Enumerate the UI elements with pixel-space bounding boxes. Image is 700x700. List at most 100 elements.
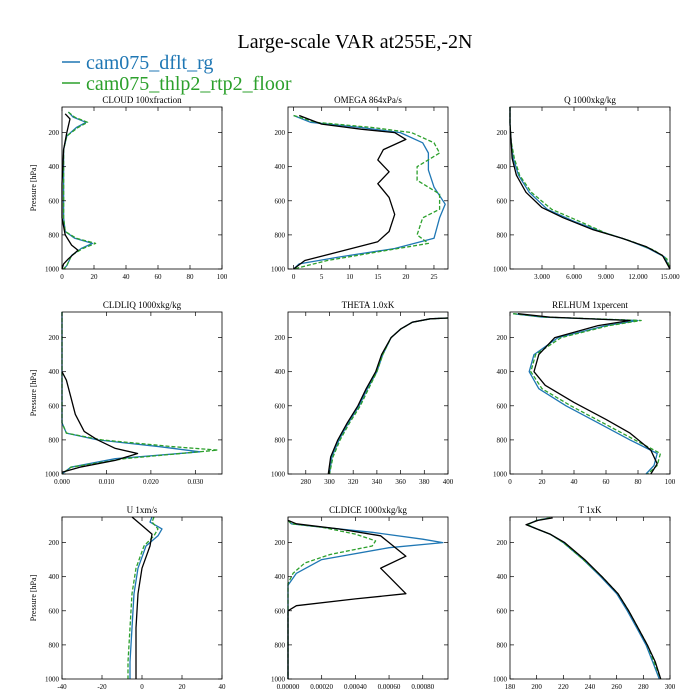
panel-frame [287, 311, 449, 475]
panel-title: T 1xK [578, 505, 602, 515]
series-line-reference [61, 113, 79, 270]
x-tick-label: 100 [665, 478, 676, 486]
panel-frame [61, 516, 223, 680]
y-tick-label: 600 [275, 197, 286, 205]
x-tick-label: 240 [585, 683, 596, 691]
y-tick-label: 600 [497, 607, 508, 615]
series-group [293, 114, 446, 270]
y-tick-label: 400 [497, 573, 508, 581]
y-tick-label: 800 [275, 231, 286, 239]
series-line-reference [525, 517, 662, 680]
y-tick-label: 400 [49, 163, 60, 171]
x-tick-label: 0 [508, 478, 512, 486]
x-tick-label: 0 [292, 273, 296, 281]
x-tick-label: 20 [539, 478, 547, 486]
y-tick-label: 800 [49, 436, 60, 444]
panel-cldice: CLDICE 1000xkg/kg 0.00000 0.00020 0.00040 0.… [271, 505, 449, 691]
x-tick-label: 40 [219, 683, 227, 691]
x-tick-label: 40 [571, 478, 579, 486]
x-tick-label: 0.00060 [378, 683, 401, 691]
panel-frame [509, 106, 671, 270]
x-tick-label: 0.00080 [411, 683, 434, 691]
series-line-reference [287, 519, 407, 679]
x-tick-label: 0.010 [99, 478, 115, 486]
y-tick-label: 1000 [45, 676, 60, 684]
x-tick-label: 100 [217, 273, 228, 281]
series-line-cam075-thlp2-rtp2-floor [328, 317, 449, 475]
series-group [513, 313, 662, 475]
x-tick-label: 6.000 [566, 273, 582, 281]
x-tick-label: 20 [402, 273, 410, 281]
series-line-cam075-dflt-rg [61, 312, 201, 475]
x-tick-label: 10 [346, 273, 354, 281]
x-tick-label: 60 [155, 273, 163, 281]
y-tick-label: 200 [275, 334, 286, 342]
x-tick-label: 180 [505, 683, 516, 691]
series-line-reference [327, 317, 449, 475]
series-line-cam075-thlp2-rtp2-floor [127, 516, 159, 679]
y-axis-label: Pressure [hPa] [29, 164, 38, 211]
y-tick-label: 800 [49, 231, 60, 239]
panel-cldliq: CLDLIQ 1000xkg/kg 0.000 0.010 0.020 0.030 200… [29, 300, 223, 486]
y-tick-label: 200 [275, 539, 286, 547]
panel-theta: THETA 1.0xK 280 300 320 340 360 380 400 200 400 60… [271, 300, 454, 486]
y-tick-label: 600 [275, 607, 286, 615]
panel-omega: OMEGA 864xPa/s 0 5 10 15 20 25 200 400 600 800 1000 [271, 95, 449, 281]
panel-frame [287, 106, 449, 270]
panel-cloud: CLOUD 100xfraction 0 20 40 60 80 100 200 400 600 8… [29, 95, 228, 281]
panel-u: U 1xm/s -40 -20 0 20 40 200 400 600 800 1000 Pressu… [29, 505, 226, 691]
series-group [61, 312, 219, 475]
y-tick-label: 600 [49, 402, 60, 410]
x-tick-label: 80 [187, 273, 195, 281]
series-line-cam075-thlp2-rtp2-floor [509, 107, 671, 270]
panel-title: CLOUD 100xfraction [102, 95, 182, 105]
panel-title: U 1xm/s [127, 505, 158, 515]
series-line-reference [517, 313, 658, 475]
series-line-reference [131, 516, 153, 679]
x-tick-label: 0.00040 [344, 683, 367, 691]
y-tick-label: 200 [49, 539, 60, 547]
y-tick-label: 400 [275, 573, 286, 581]
x-tick-label: -40 [57, 683, 67, 691]
series-line-cam075-thlp2-rtp2-floor [293, 114, 441, 270]
x-tick-label: 0.000 [54, 478, 70, 486]
x-tick-label: -20 [97, 683, 107, 691]
y-tick-label: 600 [497, 402, 508, 410]
y-tick-label: 1000 [493, 471, 508, 479]
y-tick-label: 1000 [271, 471, 286, 479]
y-tick-label: 800 [497, 231, 508, 239]
y-tick-label: 400 [49, 368, 60, 376]
series-line-cam075-thlp2-rtp2-floor [526, 517, 662, 680]
series-line-reference [293, 114, 407, 270]
y-tick-label: 800 [275, 641, 286, 649]
x-tick-label: 9.000 [598, 273, 614, 281]
x-tick-label: 0.00000 [277, 683, 300, 691]
panel-title: THETA 1.0xK [342, 300, 395, 310]
y-tick-label: 1000 [271, 676, 286, 684]
series-line-cam075-thlp2-rtp2-floor [513, 313, 662, 475]
x-tick-label: 80 [635, 478, 643, 486]
x-tick-label: 12.000 [628, 273, 648, 281]
panel-title: OMEGA 864xPa/s [334, 95, 402, 105]
panel-t: T 1xK 180 200 220 240 260 280 300 200 400 600 800 10… [493, 505, 676, 691]
x-tick-label: 3.000 [534, 273, 550, 281]
series-line-reference [61, 371, 139, 473]
series-group [525, 517, 662, 680]
y-tick-label: 400 [49, 573, 60, 581]
panel-relhum: RELHUM 1xpercent 0 20 40 60 80 100 200 400 600 800… [493, 300, 676, 486]
y-tick-label: 200 [497, 334, 508, 342]
x-tick-label: 20 [91, 273, 99, 281]
y-axis-label: Pressure [hPa] [29, 369, 38, 416]
y-tick-label: 200 [49, 129, 60, 137]
series-line-cam075-thlp2-rtp2-floor [287, 519, 377, 679]
series-line-cam075-dflt-rg [526, 517, 660, 680]
panel-frame [509, 311, 671, 475]
y-tick-label: 600 [49, 197, 60, 205]
x-tick-label: 20 [179, 683, 187, 691]
x-tick-label: 320 [348, 478, 359, 486]
panel-frame [61, 106, 223, 270]
series-group [327, 317, 449, 475]
x-tick-label: 0.020 [143, 478, 159, 486]
legend: cam075_dflt_rg cam075_thlp2_rtp2_floor [62, 52, 292, 95]
